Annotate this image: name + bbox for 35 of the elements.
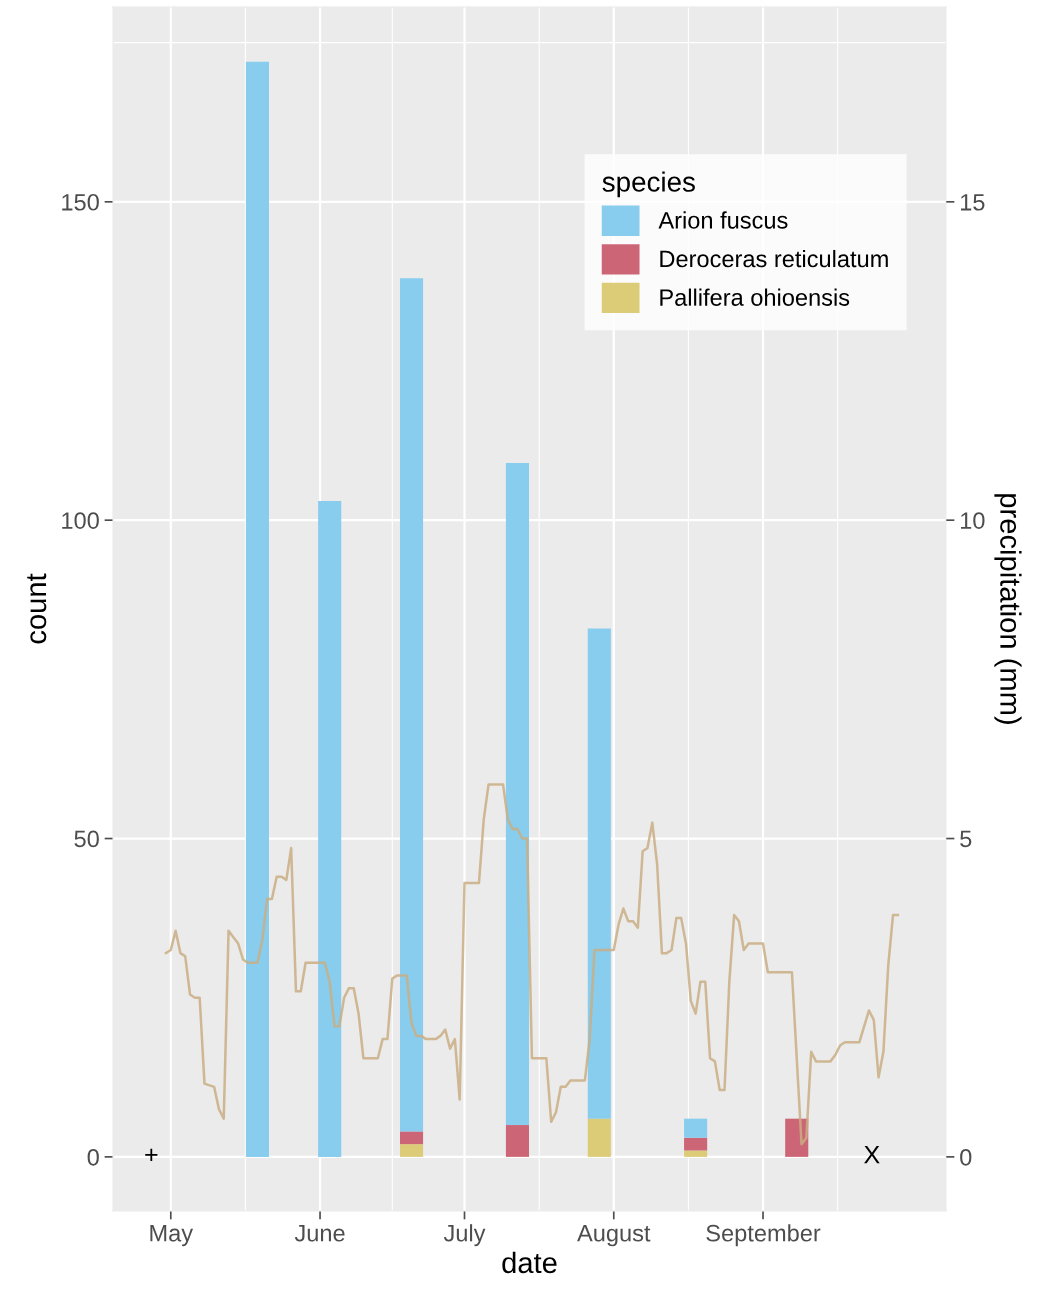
x-tick-label: June [294,1225,345,1242]
bar [587,1118,611,1157]
bar [399,278,424,1132]
bar [505,462,530,1126]
y-tick-label: 150 [62,193,99,211]
y-tick-label: 100 [62,512,99,529]
legend-label: Pallifera ohioensis [660,288,850,306]
y2-tick-label: 0 [960,1148,972,1166]
y-tick-label: 0 [87,1148,99,1166]
y2-tick-label: 10 [960,512,985,529]
annotation: + [145,1148,158,1162]
y2-axis-title: precipitation (mm) [994,494,1022,724]
annotation: X [864,1146,880,1164]
y2-tick-label: 5 [960,830,972,848]
legend-title: species [602,171,695,198]
x-tick-label: August [577,1225,651,1247]
bar [399,1144,424,1157]
legend-label: Deroceras reticulatum [660,249,888,268]
bar [684,1118,708,1138]
bar [684,1137,708,1151]
x-tick-label: September [706,1224,821,1247]
y-axis-title: count [27,573,47,644]
x-tick-label: May [150,1225,194,1247]
bar [318,501,342,1157]
line-series [164,783,900,1146]
bar [505,1125,530,1157]
x-tick-label: July [443,1224,486,1247]
y-tick-label: 50 [74,830,99,848]
bar [587,628,611,1119]
y2-tick-label: 15 [960,194,985,211]
bar [399,1131,424,1145]
legend-label: Arion fuscus [658,211,788,229]
bar [245,61,270,1157]
x-axis-title: date [502,1251,557,1274]
bar [684,1150,708,1157]
